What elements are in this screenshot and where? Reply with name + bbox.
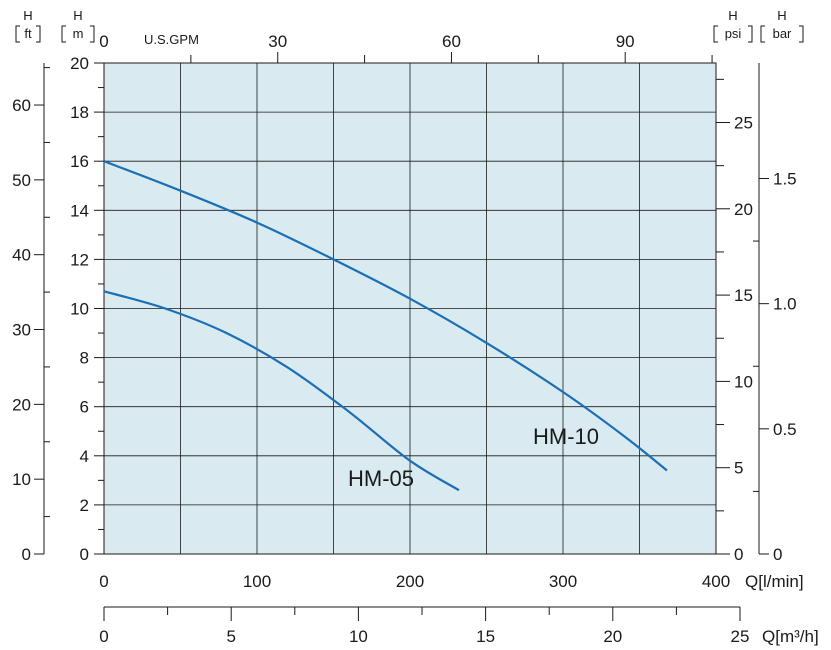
m-axis-unit: m xyxy=(73,26,84,41)
series-label-hm-10: HM-10 xyxy=(533,424,599,449)
gpm-axis-tick-label: 30 xyxy=(268,32,287,51)
gpm-axis-tick-label: 60 xyxy=(442,32,461,51)
axes xyxy=(15,25,804,621)
m-axis-tick-label: 14 xyxy=(70,201,89,220)
bar-axis-unit: bar xyxy=(773,26,792,41)
m-axis-tick-label: 4 xyxy=(80,447,89,466)
m3h-axis-tick-label: 10 xyxy=(349,627,368,646)
m-axis-tick-label: 8 xyxy=(80,349,89,368)
lmin-axis-tick-label: 400 xyxy=(702,572,730,591)
unit-bracket-left xyxy=(760,25,765,43)
psi-axis-unit: psi xyxy=(725,26,742,41)
ft-axis-tick-label: 0 xyxy=(22,545,31,564)
series-line-hm-05 xyxy=(103,290,460,492)
grid-lines xyxy=(104,63,716,554)
unit-bracket-left xyxy=(61,25,66,43)
unit-bracket-right xyxy=(748,25,753,43)
unit-bracket-left xyxy=(713,25,718,43)
unit-bracket-right xyxy=(799,25,804,43)
lmin-axis-tick-label: 200 xyxy=(396,572,424,591)
psi-axis-tick-label: 15 xyxy=(734,286,753,305)
bar-axis-tick-label: 1.0 xyxy=(773,295,797,314)
lmin-axis-label: Q[l/min] xyxy=(745,572,804,591)
ft-axis-tick-label: 10 xyxy=(12,470,31,489)
gpm-axis-tick-label: 0 xyxy=(99,32,108,51)
m-axis-tick-label: 6 xyxy=(80,398,89,417)
psi-axis-tick-label: 25 xyxy=(734,113,753,132)
ft-axis-unit: ft xyxy=(24,26,32,41)
m-axis-tick-label: 12 xyxy=(70,250,89,269)
psi-axis-tick-label: 0 xyxy=(734,545,743,564)
m3h-axis-tick-label: 20 xyxy=(603,627,622,646)
m3h-axis-label: Q[m³/h] xyxy=(762,627,819,646)
m-axis-tick-label: 20 xyxy=(70,54,89,73)
psi-axis-tick-label: 5 xyxy=(734,459,743,478)
unit-bracket-right xyxy=(90,25,95,43)
m3h-axis-tick-label: 0 xyxy=(99,627,108,646)
series-line-hm-10 xyxy=(103,160,668,472)
ft-axis-tick-label: 60 xyxy=(12,96,31,115)
m-axis-tick-label: 18 xyxy=(70,103,89,122)
ft-axis-tick-label: 20 xyxy=(12,395,31,414)
m3h-axis-tick-label: 5 xyxy=(226,627,235,646)
gpm-axis-label: U.S.GPM xyxy=(144,32,199,47)
m-axis-tick-label: 10 xyxy=(70,300,89,319)
m-axis-unit-h: H xyxy=(73,8,82,23)
series-label-hm-05: HM-05 xyxy=(348,466,414,491)
bar-axis-unit-h: H xyxy=(777,8,786,23)
psi-axis-unit-h: H xyxy=(728,8,737,23)
m-axis-tick-label: 0 xyxy=(80,545,89,564)
lmin-axis-tick-label: 0 xyxy=(99,572,108,591)
lmin-axis-tick-label: 300 xyxy=(549,572,577,591)
unit-bracket-left xyxy=(15,25,20,43)
psi-axis-tick-label: 20 xyxy=(734,200,753,219)
lmin-axis-tick-label: 100 xyxy=(243,572,271,591)
psi-axis-tick-label: 10 xyxy=(734,372,753,391)
bar-axis-tick-label: 0 xyxy=(773,545,782,564)
m3h-axis-tick-label: 15 xyxy=(476,627,495,646)
curves xyxy=(103,160,668,492)
ft-axis-tick-label: 30 xyxy=(12,321,31,340)
ft-axis-tick-label: 40 xyxy=(12,246,31,265)
m-axis-tick-label: 16 xyxy=(70,152,89,171)
bar-axis-tick-label: 1.5 xyxy=(773,169,797,188)
bar-axis-tick-label: 0.5 xyxy=(773,420,797,439)
m-axis-tick-label: 2 xyxy=(80,496,89,515)
ft-axis-tick-label: 50 xyxy=(12,171,31,190)
unit-bracket-right xyxy=(36,25,41,43)
ft-axis-unit-h: H xyxy=(23,8,32,23)
gpm-axis-tick-label: 90 xyxy=(616,32,635,51)
m3h-axis-tick-label: 25 xyxy=(731,627,750,646)
